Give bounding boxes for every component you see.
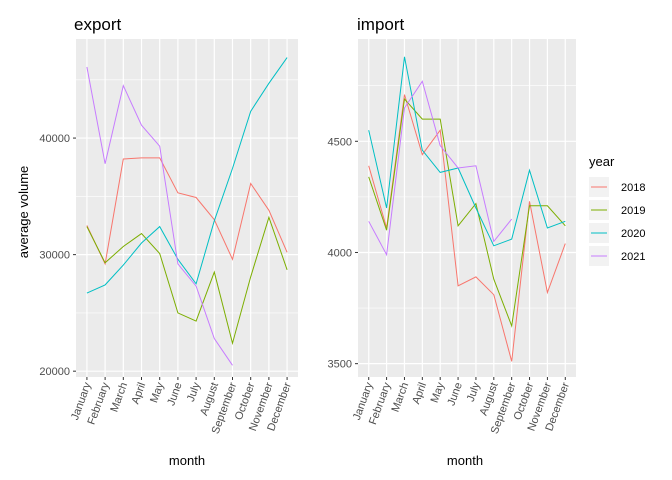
- legend-label-2021: 2021: [621, 251, 645, 263]
- y-tick-label: 20000: [39, 366, 70, 378]
- import-x-axis-label: month: [447, 453, 483, 468]
- legend: year 2018 2019 2020 2021: [589, 154, 645, 266]
- y-tick-label: 40000: [39, 133, 70, 145]
- legend-title: year: [589, 154, 615, 169]
- export-y-axis-label: average volume: [16, 166, 31, 259]
- series-line-2019: [86, 215, 288, 346]
- series-line-2021: [86, 66, 233, 366]
- legend-label-2020: 2020: [621, 228, 645, 240]
- series-line-2019: [368, 97, 566, 328]
- series-line-2020: [368, 56, 566, 247]
- export-title: export: [74, 15, 122, 34]
- y-tick-label: 3500: [328, 359, 352, 371]
- y-tick-label: 4500: [328, 136, 352, 148]
- export-x-axis-label: month: [169, 453, 205, 468]
- legend-label-2019: 2019: [621, 205, 645, 217]
- import-panel: import month 350040004500JanuaryFebruary…: [328, 15, 576, 468]
- y-tick-label: 30000: [39, 250, 70, 262]
- series-line-2018: [368, 94, 566, 362]
- import-title: import: [357, 15, 405, 34]
- series-line-2018: [86, 157, 288, 266]
- legend-label-2018: 2018: [621, 182, 645, 194]
- y-tick-label: 4000: [328, 247, 352, 259]
- panel-background: [358, 39, 576, 377]
- series-line-2021: [368, 80, 513, 257]
- series-line-2020: [86, 57, 288, 294]
